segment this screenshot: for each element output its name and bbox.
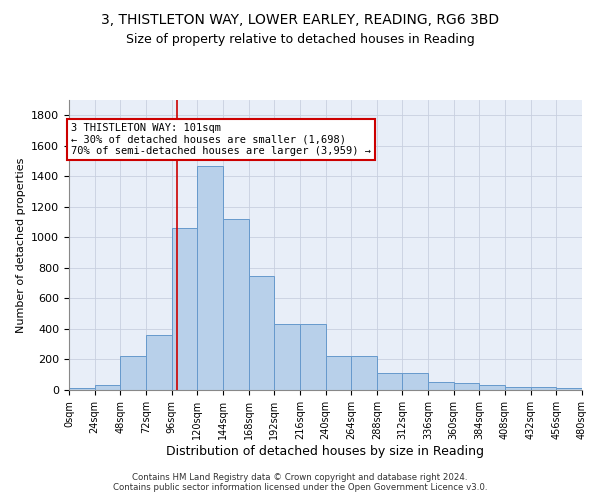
Bar	[505, 387, 531, 390]
Y-axis label: Number of detached properties: Number of detached properties	[16, 158, 26, 332]
Bar	[146, 335, 172, 390]
Bar	[377, 373, 403, 390]
Bar	[300, 324, 325, 390]
Bar	[172, 228, 197, 390]
Bar	[95, 384, 121, 390]
Text: 3, THISTLETON WAY, LOWER EARLEY, READING, RG6 3BD: 3, THISTLETON WAY, LOWER EARLEY, READING…	[101, 12, 499, 26]
Bar	[223, 219, 248, 390]
Bar	[531, 387, 556, 390]
Text: 3 THISTLETON WAY: 101sqm
← 30% of detached houses are smaller (1,698)
70% of sem: 3 THISTLETON WAY: 101sqm ← 30% of detach…	[71, 123, 371, 156]
Bar	[325, 356, 351, 390]
Bar	[403, 373, 428, 390]
Bar	[556, 388, 582, 390]
Bar	[197, 166, 223, 390]
Bar	[351, 356, 377, 390]
Text: Size of property relative to detached houses in Reading: Size of property relative to detached ho…	[125, 32, 475, 46]
Bar	[454, 383, 479, 390]
Text: Contains HM Land Registry data © Crown copyright and database right 2024.
Contai: Contains HM Land Registry data © Crown c…	[113, 473, 487, 492]
Bar	[479, 386, 505, 390]
Bar	[121, 356, 146, 390]
Bar	[428, 382, 454, 390]
Bar	[69, 388, 95, 390]
Bar	[274, 324, 300, 390]
X-axis label: Distribution of detached houses by size in Reading: Distribution of detached houses by size …	[167, 444, 485, 458]
Bar	[248, 276, 274, 390]
